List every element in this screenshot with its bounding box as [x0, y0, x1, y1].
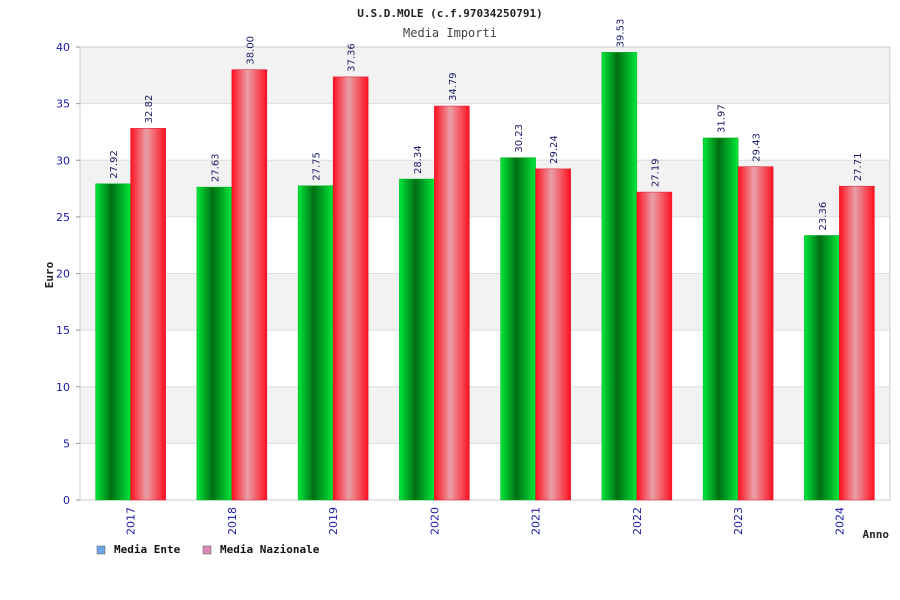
y-tick-label: 0 — [63, 494, 70, 507]
data-label: 23.36 — [818, 202, 829, 231]
bar-media-nazionale-2018 — [231, 69, 268, 501]
legend-swatch-media-nazionale — [202, 545, 212, 555]
data-label: 37.36 — [347, 43, 358, 72]
data-label: 39.53 — [615, 19, 626, 48]
data-labels: 27.92 32.82 27.63 38.00 27.75 37.36 28.34 34.79… — [109, 19, 864, 231]
chart-subtitle: Media Importi — [403, 26, 497, 40]
bar-media-ente-2021 — [500, 157, 536, 501]
bar-media-nazionale-2023 — [737, 166, 774, 501]
y-axis-label: Euro — [43, 261, 56, 288]
data-label: 30.23 — [514, 124, 525, 153]
y-tick-label: 35 — [56, 98, 70, 111]
data-label: 27.19 — [650, 158, 661, 187]
y-tick-label: 20 — [56, 268, 70, 281]
legend: Media Ente Media Nazionale — [96, 543, 320, 556]
x-tick-label: 2017 — [125, 507, 138, 535]
data-label: 29.24 — [549, 135, 560, 164]
data-label: 38.00 — [245, 36, 256, 65]
y-tick-label: 15 — [56, 324, 70, 337]
y-tick-label: 40 — [56, 41, 70, 54]
legend-label-media-nazionale: Media Nazionale — [220, 543, 320, 556]
x-tick-label: 2023 — [732, 507, 745, 535]
x-axis-label: Anno — [863, 528, 890, 541]
bar-media-ente-2024 — [804, 235, 840, 501]
data-label: 31.97 — [717, 104, 728, 133]
data-label: 34.79 — [448, 72, 459, 101]
legend-label-media-ente: Media Ente — [114, 543, 181, 556]
data-label: 28.34 — [413, 145, 424, 174]
x-tick-label: 2020 — [428, 507, 441, 535]
x-axis-ticks: 2017 2018 2019 2020 2021 2022 2023 2024 — [125, 507, 847, 535]
data-label: 32.82 — [144, 95, 155, 124]
y-tick-label: 5 — [63, 437, 70, 450]
data-label: 27.75 — [312, 152, 323, 181]
bars — [95, 52, 875, 501]
x-tick-label: 2024 — [833, 507, 846, 535]
y-tick-label: 25 — [56, 211, 70, 224]
bar-media-nazionale-2021 — [535, 168, 571, 501]
data-label: 27.92 — [109, 150, 120, 179]
bar-media-nazionale-2019 — [332, 76, 369, 501]
chart-title: U.S.D.MOLE (c.f.97034250791) — [357, 7, 542, 20]
bar-media-nazionale-2024 — [839, 185, 875, 501]
y-axis-ticks: 0 5 10 15 20 25 30 35 40 — [56, 41, 80, 507]
bar-media-nazionale-2020 — [434, 105, 470, 501]
x-tick-label: 2022 — [631, 507, 644, 535]
data-label: 29.43 — [752, 133, 763, 162]
bar-media-ente-2023 — [702, 137, 739, 501]
bar-media-ente-2020 — [399, 178, 435, 501]
bar-media-ente-2019 — [297, 185, 334, 501]
x-tick-label: 2019 — [327, 507, 340, 535]
data-label: 27.63 — [210, 153, 221, 182]
x-tick-label: 2018 — [226, 507, 239, 535]
x-tick-label: 2021 — [530, 507, 543, 535]
legend-swatch-media-ente — [96, 545, 106, 555]
bar-media-nazionale-2017 — [130, 128, 166, 501]
bar-media-ente-2022 — [601, 52, 638, 501]
bar-media-ente-2018 — [196, 186, 233, 501]
y-tick-label: 10 — [56, 381, 70, 394]
bar-media-ente-2017 — [95, 183, 131, 501]
y-tick-label: 30 — [56, 154, 70, 167]
data-label: 27.71 — [853, 153, 864, 182]
grid-band — [80, 47, 890, 104]
bar-media-nazionale-2022 — [636, 191, 673, 501]
